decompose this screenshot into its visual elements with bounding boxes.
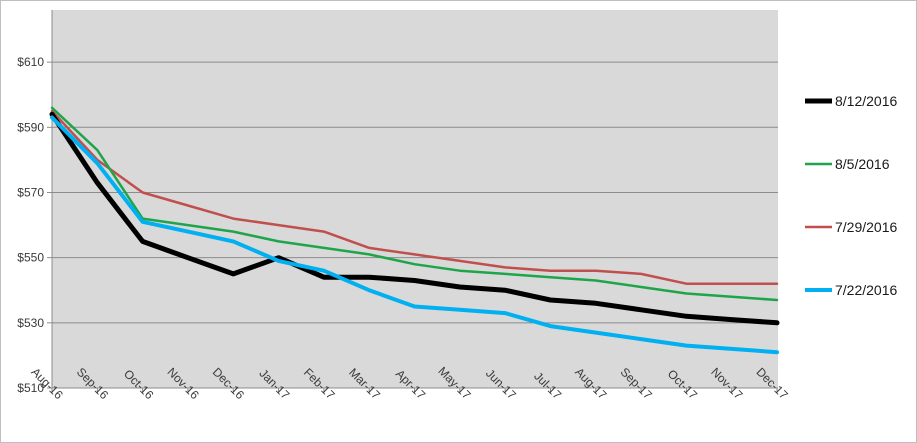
legend-label: 8/12/2016	[835, 93, 897, 109]
y-tick-label: $570	[17, 185, 44, 199]
series-lines	[49, 106, 780, 355]
y-tick-label: $530	[17, 316, 44, 330]
gridlines	[52, 61, 778, 389]
legend-label: 7/22/2016	[835, 282, 897, 298]
series-line-8-5-2016	[50, 106, 779, 302]
y-axis: $510 $530 $550 $570 $590 $610	[17, 10, 53, 395]
series-line-7-22-2016	[50, 115, 779, 355]
y-tick-label: $550	[17, 251, 44, 265]
legend: 8/12/2016 8/5/2016 7/29/2016 7/22/2016	[805, 93, 897, 298]
legend-label: 8/5/2016	[835, 156, 890, 172]
y-tick-label: $590	[17, 120, 44, 134]
y-tick-label: $510	[17, 381, 44, 395]
series-line-7-29-2016	[50, 109, 779, 285]
y-tick-label: $610	[17, 55, 44, 69]
legend-label: 7/29/2016	[835, 219, 897, 235]
plot-area	[52, 10, 778, 388]
series-line-8-12-2016	[49, 111, 780, 326]
